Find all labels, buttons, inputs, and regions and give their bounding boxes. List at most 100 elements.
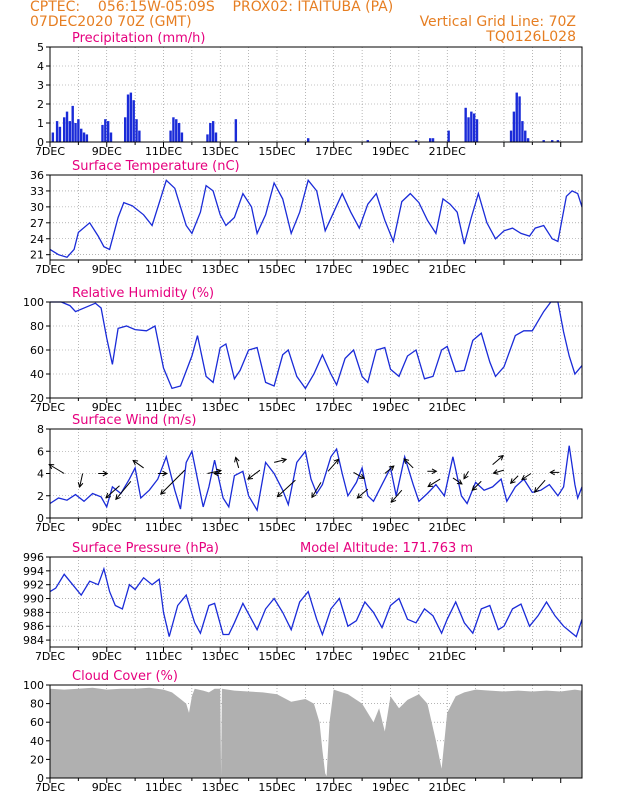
x-tick-label: 15DEC [258, 781, 295, 794]
x-tick-label: 7DEC [35, 145, 65, 158]
x-tick-label: 17DEC [315, 650, 352, 663]
precip-bar [472, 113, 476, 142]
x-tick-label: 15DEC [258, 401, 295, 414]
header-date: 07DEC2020 70Z (GMT) [30, 14, 192, 30]
x-tick-label: 13DEC [202, 521, 239, 534]
precip-bar [80, 128, 83, 142]
x-tick-label: 9DEC [92, 263, 122, 276]
precip-bar [518, 96, 521, 142]
precip-bar [414, 140, 418, 142]
y-tick-label: 6 [37, 445, 44, 458]
x-tick-label: 21DEC [429, 521, 466, 534]
panel-4 [46, 556, 583, 652]
y-tick-label: 2 [37, 98, 44, 111]
wind-arrow [132, 460, 144, 469]
y-tick-label: 2 [37, 490, 44, 503]
x-tick-label: 11DEC [145, 781, 182, 794]
panel-title: Surface Temperature (nC) [72, 159, 240, 174]
precip-bar [464, 107, 467, 142]
panel-0 [46, 46, 583, 147]
x-tick-label: 11DEC [145, 145, 182, 158]
wind-arrow-head [311, 492, 317, 499]
wind-arrow [48, 464, 65, 474]
precip-bar [126, 94, 130, 142]
series-line [50, 301, 583, 390]
precip-bar [138, 130, 141, 142]
y-tick-label: 100 [23, 296, 44, 309]
wind-arrow-head [509, 478, 516, 484]
wind-arrow-head [160, 489, 166, 495]
x-tick-label: 17DEC [315, 781, 352, 794]
y-tick-label: 40 [30, 368, 44, 381]
precip-bar [109, 132, 113, 142]
wind-arrow [403, 458, 414, 469]
precip-bar [51, 132, 55, 142]
y-tick-label: 3 [37, 79, 44, 92]
y-tick-label: 80 [30, 320, 44, 333]
precip-bar [526, 138, 530, 142]
precip-bar [209, 123, 212, 142]
wind-arrow-head [359, 473, 366, 479]
wind-arrow [235, 457, 240, 469]
wind-arrow-head [234, 456, 240, 463]
precip-bar [180, 132, 184, 142]
wind-arrow-head [216, 468, 222, 475]
wind-arrow [493, 469, 505, 474]
wind-arrow-head [281, 457, 288, 464]
panel-title: Relative Humidity (%) [72, 286, 214, 301]
precip-bar [467, 117, 470, 142]
precip-bar [132, 100, 135, 142]
precip-bar [431, 138, 435, 142]
panel-subtitle: Model Altitude: 171.763 m [300, 541, 473, 556]
x-tick-label: 13DEC [202, 781, 239, 794]
x-tick-label: 15DEC [258, 650, 295, 663]
precip-bar [234, 119, 238, 142]
x-tick-label: 13DEC [202, 650, 239, 663]
y-tick-label: 0 [37, 136, 44, 149]
y-tick-label: 0 [37, 512, 44, 525]
x-tick-label: 11DEC [145, 650, 182, 663]
precip-bar [55, 121, 59, 142]
panel-title: Surface Wind (m/s) [72, 413, 196, 428]
panel-frame [49, 428, 583, 519]
x-tick-label: 7DEC [35, 521, 65, 534]
wind-arrow-head [471, 485, 478, 492]
wind-arrow [277, 479, 296, 498]
precip-bar [512, 111, 516, 142]
wind-arrow [311, 482, 322, 498]
x-tick-label: 13DEC [202, 145, 239, 158]
wind-arrow-head [427, 481, 434, 488]
wind-arrow [521, 473, 532, 480]
x-tick-label: 7DEC [35, 263, 65, 276]
wind-arrow [356, 488, 369, 499]
precip-bar [306, 138, 310, 142]
x-tick-label: 17DEC [315, 263, 352, 276]
wind-arrow-head [456, 479, 463, 485]
wind-arrow-head [390, 497, 397, 503]
wind-arrow [79, 473, 84, 488]
y-tick-label: 30 [30, 201, 44, 214]
x-tick-label: 11DEC [145, 521, 182, 534]
wind-arrow [534, 479, 546, 493]
x-tick-label: 21DEC [429, 781, 466, 794]
precip-bar [58, 126, 62, 142]
x-tick-label: 9DEC [92, 650, 122, 663]
wind-arrow-head [356, 493, 363, 499]
x-tick-label: 19DEC [372, 521, 409, 534]
wind-arrow [492, 455, 504, 465]
wind-arrow-head [533, 487, 540, 493]
precip-bar [447, 130, 450, 142]
precip-bar [62, 117, 66, 142]
series-line [49, 178, 583, 259]
precip-bar [515, 92, 518, 142]
x-tick-label: 17DEC [315, 521, 352, 534]
y-tick-label: 100 [23, 679, 44, 692]
panel-title: Cloud Cover (%) [72, 669, 178, 684]
x-tick-label: 15DEC [258, 521, 295, 534]
precip-bar [429, 138, 432, 142]
wind-arrow-head [105, 492, 111, 499]
y-tick-label: 984 [23, 634, 44, 647]
series-line [49, 445, 583, 513]
wind-arrow-head [431, 468, 438, 475]
